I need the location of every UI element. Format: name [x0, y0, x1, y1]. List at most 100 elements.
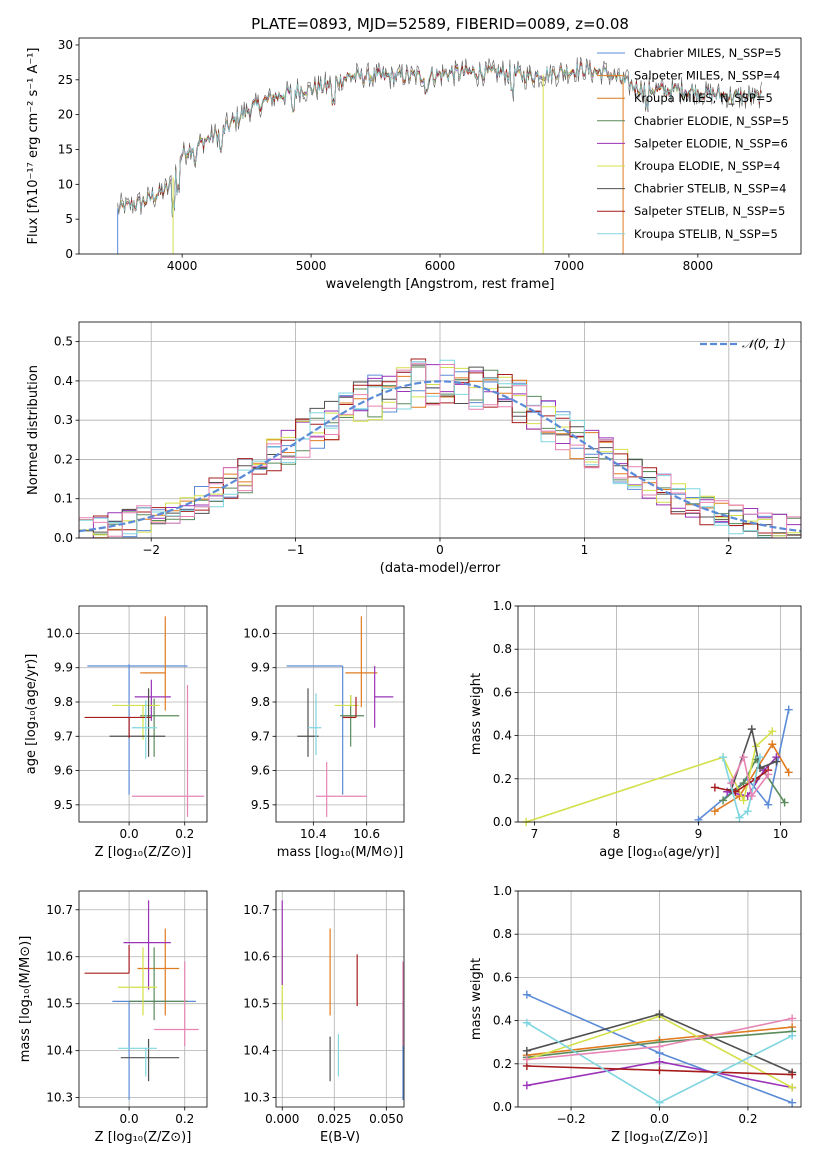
data-point — [129, 947, 188, 1021]
x-tick-label: 7 — [531, 827, 539, 841]
y-tick-label: 10.7 — [243, 903, 270, 917]
y-tick-label: 0.4 — [54, 374, 73, 388]
x-tick-label: 0.2 — [175, 1112, 194, 1126]
legend-label: Kroupa MILES, N_SSP=5 — [634, 91, 773, 105]
x-tick-label: −2 — [142, 543, 160, 557]
weight-line — [714, 742, 790, 812]
data-point — [109, 688, 166, 757]
plot-area — [117, 56, 763, 254]
x-tick-label: 7000 — [554, 259, 585, 273]
y-tick-label: 10.0 — [46, 626, 73, 640]
y-tick-label: 9.9 — [251, 661, 270, 675]
plot-area — [286, 616, 394, 817]
weight-marker — [710, 783, 719, 792]
data-point — [374, 666, 394, 728]
weight-marker — [788, 1098, 797, 1107]
weight-marker — [710, 807, 719, 816]
y-tick-label: 9.8 — [54, 695, 73, 709]
ticks: 4000 5000 6000 7000 8000 0 5 10 15 20 25 30 — [58, 38, 713, 273]
x-tick-label: 1 — [581, 543, 589, 557]
mass-vs-ebv-panel: 0.000 0.025 0.050 10.3 10.4 10.5 10.6 10.7 E(B-V… — [243, 890, 405, 1145]
legend-label: Kroupa ELODIE, N_SSP=4 — [634, 159, 780, 173]
weight-line — [722, 756, 761, 820]
x-tick-label: 9 — [695, 827, 703, 841]
data-point — [112, 704, 160, 740]
weight-marker — [747, 792, 756, 801]
plot-area — [522, 990, 797, 1107]
data-point — [117, 947, 157, 1016]
grid-lines — [518, 605, 801, 823]
legend-label: Chabrier MILES, N_SSP=5 — [634, 46, 781, 60]
legend-label: Salpeter STELIB, N_SSP=5 — [634, 204, 785, 218]
y-tick-label: 25 — [58, 73, 73, 87]
y-tick-label: 10.3 — [243, 1091, 270, 1105]
data-point — [84, 716, 152, 738]
y-tick-label: 10.7 — [46, 903, 73, 917]
data-point — [134, 679, 171, 721]
axes-frame — [78, 605, 208, 823]
x-axis-label: mass [log₁₀(M/M⊙)] — [277, 845, 404, 860]
legend-label: Salpeter MILES, N_SSP=4 — [634, 69, 780, 83]
data-point — [120, 1038, 180, 1082]
y-axis-label: Normed distribution — [26, 365, 41, 495]
histogram-series — [79, 371, 801, 538]
y-tick-label: 9.6 — [54, 764, 73, 778]
y-tick-label: 30 — [58, 38, 73, 52]
x-tick-label: 10.6 — [353, 827, 380, 841]
y-tick-label: 10.3 — [46, 1091, 73, 1105]
weight-line — [714, 769, 769, 793]
data-point — [123, 900, 171, 990]
y-tick-label: 5 — [65, 212, 73, 226]
weight-marker — [764, 800, 773, 809]
spectrum-legend: Chabrier MILES, N_SSP=5 Salpeter MILES, N… — [597, 46, 789, 241]
y-tick-label: 9.8 — [251, 695, 270, 709]
x-tick-label: −1 — [287, 543, 305, 557]
x-axis-label: Z [log₁₀(Z/Z⊙)] — [95, 1130, 192, 1145]
x-tick-label: 0.050 — [369, 1112, 403, 1126]
data-point — [340, 695, 364, 747]
x-tick-label: 0 — [436, 543, 444, 557]
y-axis-label: Flux [fλ10⁻¹⁷ erg cm⁻² s⁻¹ A⁻¹] — [26, 48, 41, 245]
y-tick-label: 1.0 — [493, 599, 512, 613]
axes-frame — [78, 321, 802, 539]
weight-marker — [772, 757, 781, 766]
x-tick-label: 0.0 — [650, 1112, 669, 1126]
y-tick-label: 0.0 — [54, 531, 73, 545]
ticks: 7 8 9 10 0.0 0.2 0.4 0.6 0.8 1.0 — [493, 599, 788, 841]
weight-marker — [655, 1042, 664, 1051]
x-tick-label: 0.2 — [738, 1112, 757, 1126]
weight-marker — [784, 705, 793, 714]
ticks: −0.2 0.0 0.2 0.0 0.2 0.4 0.6 0.8 1.0 — [493, 884, 758, 1126]
x-tick-label: 8000 — [683, 259, 714, 273]
residuals-panel: −2 −1 0 1 2 0.0 0.1 0.2 0.3 0.4 0.5 (data-model)/er… — [26, 321, 802, 576]
age-vs-metallicity-panel: 0.0 0.2 9.5 9.6 9.7 9.8 9.9 10.0 Z [log₁₀(Z/Z⊙)]… — [24, 605, 208, 860]
weight-marker — [727, 779, 736, 788]
y-axis-label: mass [log₁₀(M/M⊙)] — [18, 936, 33, 1063]
x-tick-label: 0.000 — [265, 1112, 299, 1126]
y-tick-label: 0.8 — [493, 642, 512, 656]
x-tick-label: 10.4 — [300, 827, 327, 841]
x-tick-label: 2 — [725, 543, 733, 557]
y-tick-label: 1.0 — [493, 884, 512, 898]
y-tick-label: 15 — [58, 142, 73, 156]
ticks: 0.0 0.2 10.3 10.4 10.5 10.6 10.7 — [46, 903, 194, 1126]
x-tick-label: 0.0 — [120, 1112, 139, 1126]
figure-title: PLATE=0893, MJD=52589, FIBERID=0089, z=0… — [251, 15, 629, 33]
data-point — [87, 664, 188, 795]
y-tick-label: 10.5 — [46, 997, 73, 1011]
y-tick-label: 10.4 — [46, 1044, 73, 1058]
y-tick-label: 0.4 — [493, 1014, 512, 1028]
y-tick-label: 0.2 — [493, 1057, 512, 1071]
weight-marker — [788, 1014, 797, 1023]
mass-vs-metallicity-panel: 0.0 0.2 10.3 10.4 10.5 10.6 10.7 Z [log₁₀(Z/Z⊙)… — [18, 890, 208, 1145]
plot-area — [281, 900, 404, 1100]
data-point — [316, 762, 367, 817]
weight-marker — [655, 1057, 664, 1066]
weight-marker — [522, 1046, 531, 1055]
weight-marker — [743, 807, 752, 816]
ticks: 0.0 0.2 9.5 9.6 9.7 9.8 9.9 10.0 — [46, 626, 194, 841]
weight-marker — [719, 753, 728, 762]
x-axis-label: E(B-V) — [320, 1130, 360, 1145]
data-point — [297, 688, 319, 757]
